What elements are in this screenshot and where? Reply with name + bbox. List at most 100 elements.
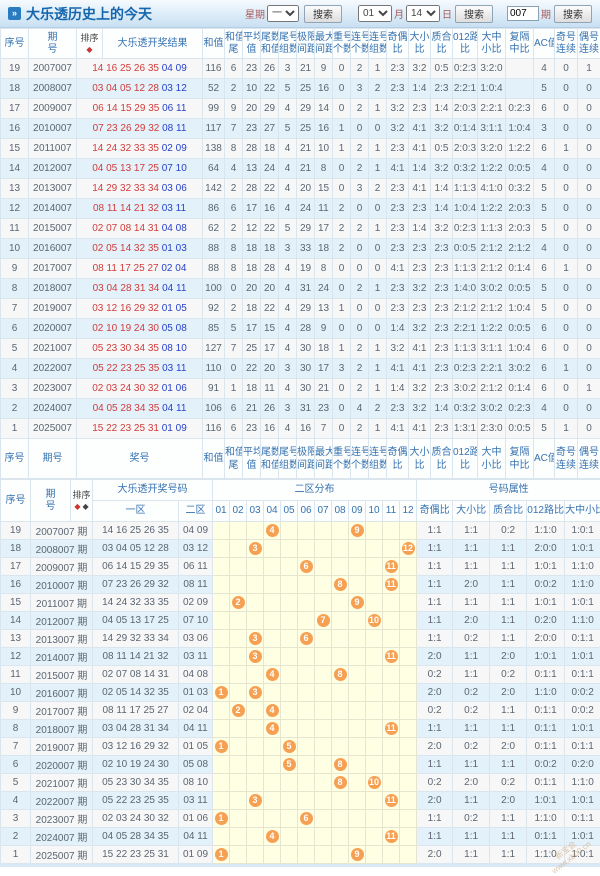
ball-cell <box>349 684 366 702</box>
stat-cell: 0 <box>578 319 600 339</box>
sort-diamond-icon[interactable]: ◆ <box>82 502 90 511</box>
stat-cell: 4 <box>279 379 297 399</box>
stat-cell: 0 <box>555 159 578 179</box>
column-header: 平均值 <box>243 29 261 59</box>
week-select[interactable]: 一 <box>267 5 299 22</box>
stat-cell: 0 <box>578 239 600 259</box>
stat-cell: 2 <box>351 419 369 439</box>
back-number-ball: 3 <box>249 686 262 699</box>
sort-column-header[interactable]: 排序◆ <box>77 29 103 59</box>
issue-cell: 2023007 <box>29 379 77 399</box>
column-header: 和值尾 <box>225 439 243 479</box>
back-zone-cell: 01 06 <box>179 810 213 828</box>
stat-cell: 2 <box>351 279 369 299</box>
column-header: 期号 <box>31 480 71 522</box>
result-cell: 03 12 16 29 32 01 05 <box>77 299 203 319</box>
result-cell: 15 22 23 25 31 01 09 <box>77 419 203 439</box>
stat-cell: 0 <box>578 259 600 279</box>
stat-cell: 0 <box>555 79 578 99</box>
stat-cell: 110 <box>203 359 225 379</box>
sort-column-header[interactable]: 排序◆◆ <box>71 480 93 522</box>
stat-cell: 6 <box>225 419 243 439</box>
stat-cell: 2:3 <box>431 279 453 299</box>
ball-cell <box>400 594 417 612</box>
stat-cell: 3:0:2 <box>453 379 478 399</box>
attr-cell: 0:1:1 <box>527 774 565 792</box>
stat-cell: 4 <box>534 399 555 419</box>
ball-cell <box>366 594 383 612</box>
month-select[interactable]: 01 <box>358 5 392 22</box>
issue-search-button[interactable]: 搜索 <box>554 5 592 23</box>
stat-cell: 28 <box>243 179 261 199</box>
back-zone-cell: 04 11 <box>179 720 213 738</box>
stat-cell: 1:0:4 <box>506 119 534 139</box>
back-number-ball: 6 <box>300 632 313 645</box>
ball-cell <box>264 576 281 594</box>
ball-cell: 4 <box>264 522 281 540</box>
attr-cell: 1:0:1 <box>565 594 600 612</box>
sort-diamond-icon[interactable]: ◆ <box>85 45 93 54</box>
back-zone-cell: 03 11 <box>179 648 213 666</box>
seq-cell: 8 <box>1 720 31 738</box>
stat-cell: 4 <box>279 339 297 359</box>
ball-cell <box>247 576 264 594</box>
stat-cell: 3:2 <box>387 99 409 119</box>
day-select[interactable]: 14 <box>406 5 440 22</box>
ball-cell <box>383 846 400 864</box>
stat-cell: 2:3 <box>387 199 409 219</box>
ball-cell <box>315 792 332 810</box>
stat-cell: 0 <box>555 339 578 359</box>
column-header: 大乐透开奖号码 <box>93 480 213 501</box>
ball-cell <box>400 648 417 666</box>
back-number-ball: 11 <box>385 794 398 807</box>
attr-cell: 1:1 <box>417 558 453 576</box>
seq-cell: 19 <box>1 522 31 540</box>
attr-cell: 1:1 <box>490 846 527 864</box>
back-numbers: 07 10 <box>162 163 187 174</box>
stat-cell: 3 <box>279 239 297 259</box>
stat-cell: 91 <box>203 379 225 399</box>
month-label: 月 <box>394 6 404 21</box>
stat-cell: 2 <box>369 399 387 419</box>
seq-cell: 7 <box>1 738 31 756</box>
ball-cell <box>349 612 366 630</box>
ball-cell <box>383 738 400 756</box>
issue-cell: 2024007 <box>29 399 77 419</box>
stat-cell: 2:3 <box>431 419 453 439</box>
ball-cell <box>213 774 230 792</box>
back-number-ball: 11 <box>385 830 398 843</box>
week-search-button[interactable]: 搜索 <box>304 5 342 23</box>
issue-cell: 2020007 <box>29 319 77 339</box>
attr-cell: 0:0:2 <box>565 684 600 702</box>
stat-cell: 3:2 <box>409 59 431 79</box>
stat-cell: 1:0:4 <box>478 79 506 99</box>
attr-cell: 2:0 <box>417 684 453 702</box>
stat-cell: 21 <box>297 139 315 159</box>
back-zone-cell: 04 08 <box>179 666 213 684</box>
attr-cell: 1:1 <box>490 720 527 738</box>
ball-cell <box>366 558 383 576</box>
ball-cell <box>213 630 230 648</box>
date-search-button[interactable]: 搜索 <box>455 5 493 23</box>
back-number-ball: 11 <box>385 722 398 735</box>
ball-cell <box>349 648 366 666</box>
stat-cell: 2:3 <box>387 279 409 299</box>
issue-input[interactable] <box>507 6 539 21</box>
stat-cell: 24 <box>297 199 315 219</box>
stat-cell: 0:5 <box>431 59 453 79</box>
stat-cell: 6 <box>534 99 555 119</box>
attr-cell: 1:1:0 <box>565 612 600 630</box>
stat-cell: 3:2:0 <box>478 59 506 79</box>
stat-cell: 2:1:2 <box>478 239 506 259</box>
issue-cell: 2010007 <box>29 119 77 139</box>
column-header: 012路比 <box>527 501 565 522</box>
ball-cell: 1 <box>213 684 230 702</box>
stat-cell: 5 <box>534 179 555 199</box>
back-numbers: 05 08 <box>162 323 187 334</box>
attr-cell: 1:0:1 <box>565 648 600 666</box>
sort-diamond-icon[interactable]: ◆ <box>73 502 81 511</box>
attr-cell: 1:1:0 <box>565 576 600 594</box>
stat-cell: 2:3:0 <box>478 419 506 439</box>
